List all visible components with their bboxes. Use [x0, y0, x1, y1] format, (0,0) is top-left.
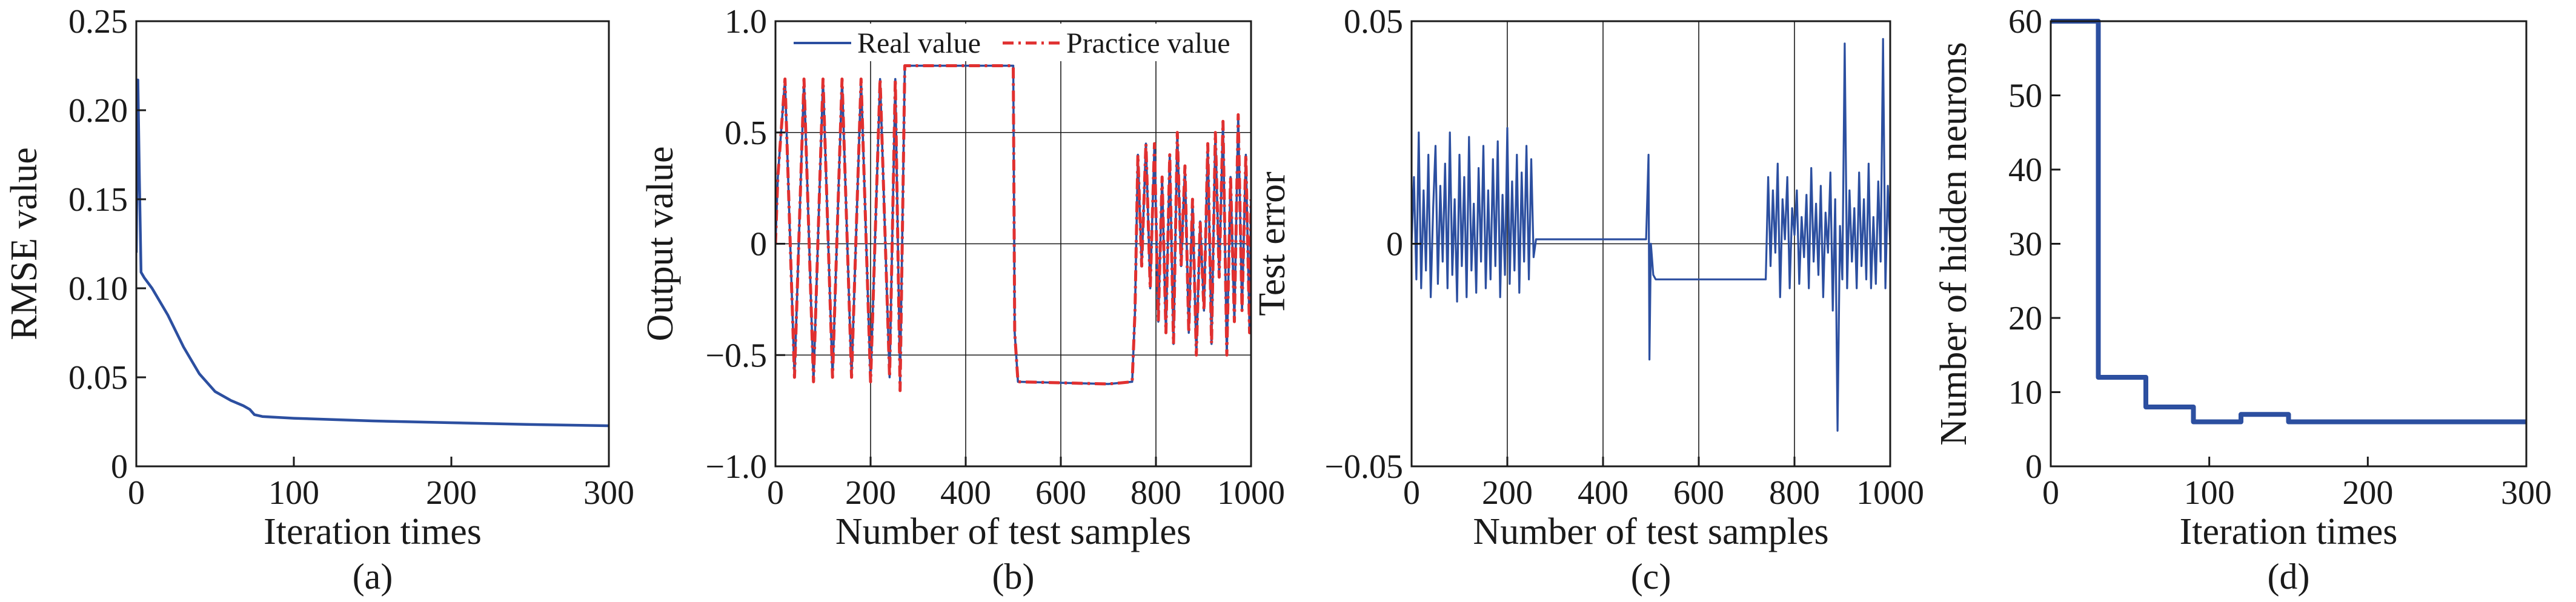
x-axis-label: Iteration times: [264, 511, 482, 552]
y-tick-label: −0.5: [705, 337, 767, 374]
y-tick-label: 60: [2008, 3, 2042, 41]
x-tick-label: 200: [845, 474, 896, 512]
x-tick-label: 100: [268, 474, 319, 512]
y-axis-label: Number of hidden neurons: [1933, 42, 1974, 445]
y-tick-label: −1.0: [705, 448, 767, 486]
x-tick-label: 600: [1673, 474, 1724, 512]
x-tick-label: 1000: [1217, 474, 1285, 512]
x-tick-label: 300: [2501, 474, 2552, 512]
x-axis-label: Number of test samples: [835, 511, 1191, 552]
y-tick-label: 0.25: [68, 3, 128, 41]
x-tick-label: 300: [583, 474, 634, 512]
y-tick-label: 0.05: [68, 359, 128, 397]
series-line-1: [136, 78, 609, 428]
y-axis-label: RMSE value: [4, 147, 45, 340]
x-tick-label: 400: [1578, 474, 1628, 512]
legend: Real value Practice value: [780, 24, 1246, 61]
y-tick-label: 10: [2008, 374, 2042, 412]
y-tick-label: 0: [750, 226, 767, 263]
y-tick-label: 30: [2008, 226, 2042, 263]
y-tick-label: 0.10: [68, 270, 128, 308]
x-tick-label: 0: [128, 474, 145, 512]
y-tick-label: 0.5: [725, 114, 767, 152]
legend-entry: Real value: [857, 27, 981, 59]
x-tick-label: 0: [2042, 474, 2059, 512]
y-tick-label: −0.05: [1324, 448, 1403, 486]
axis-frame: [135, 20, 610, 468]
x-axis-label: Number of test samples: [1473, 511, 1828, 552]
panel-d: 0 100 200 300 0 10 20 30 40 50 60 Iteration times Nu…: [1933, 3, 2552, 597]
x-tick-label: 1000: [1856, 474, 1924, 512]
x-tick-label: 800: [1769, 474, 1820, 512]
y-tick-label: 0.20: [68, 92, 128, 130]
y-tick-label: 1.0: [725, 3, 767, 41]
series-line-1: [1412, 38, 1890, 432]
x-tick-label: 200: [1482, 474, 1533, 512]
x-tick-label: 400: [940, 474, 991, 512]
panel-label: (b): [992, 557, 1035, 597]
y-tick-label: 0: [1386, 226, 1403, 263]
y-tick-label: 50: [2008, 78, 2042, 115]
y-tick-label: 0.15: [68, 181, 128, 219]
x-tick-label: 100: [2184, 474, 2235, 512]
x-tick-label: 600: [1035, 474, 1086, 512]
y-tick-label: 0.05: [1344, 3, 1403, 41]
panel-label: (a): [353, 557, 393, 597]
x-axis-label: Iteration times: [2180, 511, 2398, 552]
panel-label: (d): [2268, 557, 2310, 597]
panel-a: 0 100 200 300 0 0.05 0.10 0.15 0.20 0.25 Iteration…: [4, 3, 634, 597]
x-tick-label: 0: [1403, 474, 1420, 512]
series-line-practice-value: [775, 64, 1251, 392]
y-tick-label: 20: [2008, 300, 2042, 337]
panel-label: (c): [1631, 557, 1671, 597]
y-axis-label: Output value: [640, 147, 681, 342]
y-tick-label: 40: [2008, 151, 2042, 189]
y-axis-label: Test error: [1252, 171, 1293, 316]
series-line-1: [2051, 19, 2526, 425]
legend-entry: Practice value: [1066, 27, 1230, 59]
x-tick-label: 0: [767, 474, 784, 512]
panel-b: 0 200 400 600 800 1000 −1.0 −0.5 0 0.5 1.0 Number o…: [640, 3, 1285, 597]
y-tick-label: 0: [111, 448, 128, 486]
axis-frame: [2050, 20, 2528, 468]
y-tick-label: 0: [2025, 448, 2042, 486]
x-tick-label: 200: [426, 474, 477, 512]
x-tick-label: 200: [2342, 474, 2393, 512]
x-tick-label: 800: [1130, 474, 1181, 512]
